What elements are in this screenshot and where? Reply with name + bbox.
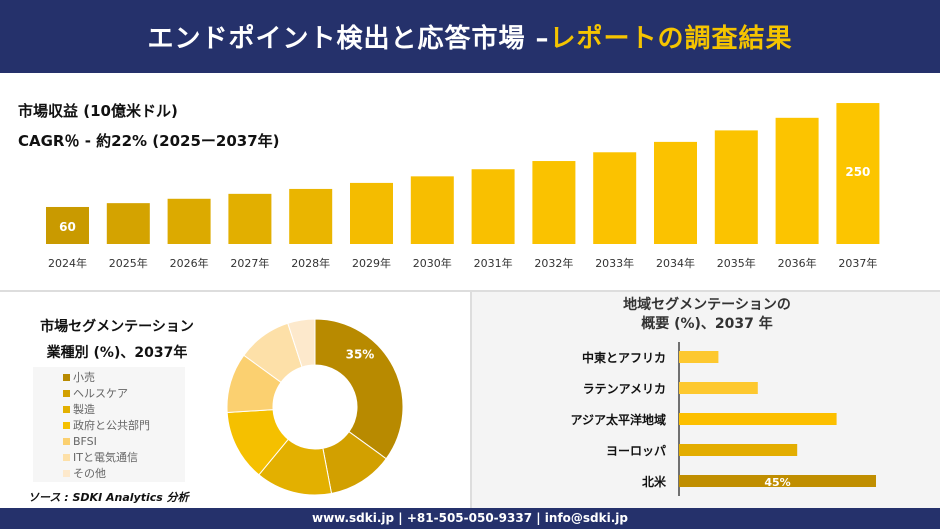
segmentation-title-line1: 市場セグメンテーション bbox=[40, 319, 194, 335]
divider bbox=[0, 290, 940, 292]
region-label: 北米 bbox=[642, 474, 667, 489]
revenue-bar bbox=[714, 130, 758, 244]
revenue-bar bbox=[532, 161, 576, 244]
x-tick-label: 2024年 bbox=[48, 256, 87, 270]
revenue-bar bbox=[775, 117, 819, 244]
revenue-bar bbox=[410, 176, 454, 244]
segmentation-title: 市場セグメンテーション 業種別 (%)、2037年 bbox=[22, 314, 212, 366]
x-tick-label: 2034年 bbox=[656, 256, 695, 270]
title-main: エンドポイント検出と応答市場 – bbox=[147, 24, 550, 54]
revenue-bar-chart: 2024年 60 2025年 2026年 2027年 2028年 2029年 2030年 203… bbox=[46, 103, 880, 270]
legend-swatch bbox=[63, 405, 70, 413]
revenue-bar bbox=[289, 188, 333, 244]
legend-swatch bbox=[63, 437, 70, 445]
region-chart-title: 地域セグメンテーションの 概要 (%)、2037 年 bbox=[472, 296, 940, 334]
x-tick-label: 2029年 bbox=[352, 256, 391, 270]
legend-item: その他 bbox=[63, 465, 185, 481]
donut-slice bbox=[287, 318, 316, 368]
revenue-bar bbox=[654, 141, 697, 244]
region-label: ラテンアメリカ bbox=[583, 382, 666, 396]
x-tick-label: 2028年 bbox=[291, 256, 330, 270]
x-tick-label: 2036年 bbox=[778, 256, 817, 270]
title-highlight: レポートの調査結果 bbox=[549, 24, 793, 54]
revenue-bar bbox=[836, 103, 880, 244]
legend-label: BFSI bbox=[73, 434, 97, 448]
x-tick-label: 2032年 bbox=[534, 256, 573, 270]
legend-swatch bbox=[63, 421, 70, 429]
cagr-label: CAGR％ - 約22% (2025ー2037年) bbox=[18, 132, 280, 150]
x-tick-label: 2033年 bbox=[595, 256, 634, 270]
footer-contact: www.sdki.jp | +81-505-050-9337 | info@sd… bbox=[0, 508, 940, 529]
industry-donut-chart: 35% bbox=[226, 318, 404, 496]
revenue-bar bbox=[228, 193, 272, 244]
legend-swatch bbox=[63, 453, 70, 461]
donut-legend: 小売ヘルスケア製造政府と公共部門 BFSI ITと電気通信 その他 bbox=[33, 367, 185, 482]
region-label: アジア太平洋地域 bbox=[570, 412, 666, 427]
legend-item: ヘルスケア bbox=[63, 385, 185, 401]
region-label: 中東とアフリカ bbox=[582, 350, 666, 365]
region-data-label: 45% bbox=[764, 476, 790, 489]
legend-label: その他 bbox=[73, 467, 106, 480]
x-tick-label: 2035年 bbox=[717, 256, 756, 270]
legend-label: ITと電気通信 bbox=[73, 451, 138, 464]
x-tick-label: 2026年 bbox=[170, 256, 209, 270]
region-segmentation-panel: 地域セグメンテーションの 概要 (%)、2037 年 中東とアフリカ ラテンアメリカ… bbox=[470, 292, 940, 508]
donut-slice bbox=[314, 318, 404, 460]
legend-item: BFSI bbox=[63, 433, 185, 449]
report-header: エンドポイント検出と応答市場 – レポートの調査結果 bbox=[0, 0, 940, 73]
legend-item: 政府と公共部門 bbox=[63, 417, 185, 433]
region-bar bbox=[679, 413, 837, 425]
revenue-bar bbox=[106, 203, 150, 244]
legend-label: 製造 bbox=[73, 403, 95, 416]
revenue-bar bbox=[46, 206, 89, 244]
x-tick-label: 2031年 bbox=[474, 256, 513, 270]
legend-item: 小売 bbox=[63, 369, 185, 385]
region-title-line2: 概要 (%)、2037 年 bbox=[641, 316, 773, 332]
revenue-bar bbox=[350, 182, 393, 244]
bar-data-label: 60 bbox=[59, 220, 76, 234]
revenue-bar bbox=[593, 152, 637, 244]
bar-data-label: 250 bbox=[845, 165, 870, 179]
legend-label: 小売 bbox=[73, 371, 95, 384]
legend-label: 政府と公共部門 bbox=[73, 419, 150, 432]
legend-swatch bbox=[63, 373, 70, 381]
x-tick-label: 2030年 bbox=[413, 256, 452, 270]
segmentation-title-line2: 業種別 (%)、2037年 bbox=[46, 345, 188, 361]
legend-item: 製造 bbox=[63, 401, 185, 417]
legend-swatch bbox=[63, 389, 70, 397]
legend-item: ITと電気通信 bbox=[63, 449, 185, 465]
industry-segmentation-panel: 市場セグメンテーション 業種別 (%)、2037年 小売ヘルスケア製造政府と公共部… bbox=[0, 292, 468, 508]
legend-swatch bbox=[63, 469, 70, 477]
region-bar bbox=[679, 444, 798, 456]
revenue-bar bbox=[471, 169, 515, 244]
region-bar bbox=[679, 382, 758, 394]
region-bar bbox=[679, 351, 719, 363]
legend-label: ヘルスケア bbox=[73, 387, 128, 400]
source-note: ソース : SDKI Analytics 分析 bbox=[28, 491, 189, 504]
donut-data-label: 35% bbox=[346, 348, 375, 362]
revenue-bar bbox=[167, 198, 211, 244]
x-tick-label: 2037年 bbox=[838, 256, 877, 270]
region-label: ヨーロッパ bbox=[606, 444, 666, 458]
x-tick-label: 2027年 bbox=[230, 256, 269, 270]
x-tick-label: 2025年 bbox=[109, 256, 148, 270]
region-bar bbox=[679, 475, 876, 487]
revenue-chart-title: 市場収益 (10億米ドル) bbox=[18, 102, 178, 120]
region-title-line1: 地域セグメンテーションの bbox=[623, 297, 791, 313]
